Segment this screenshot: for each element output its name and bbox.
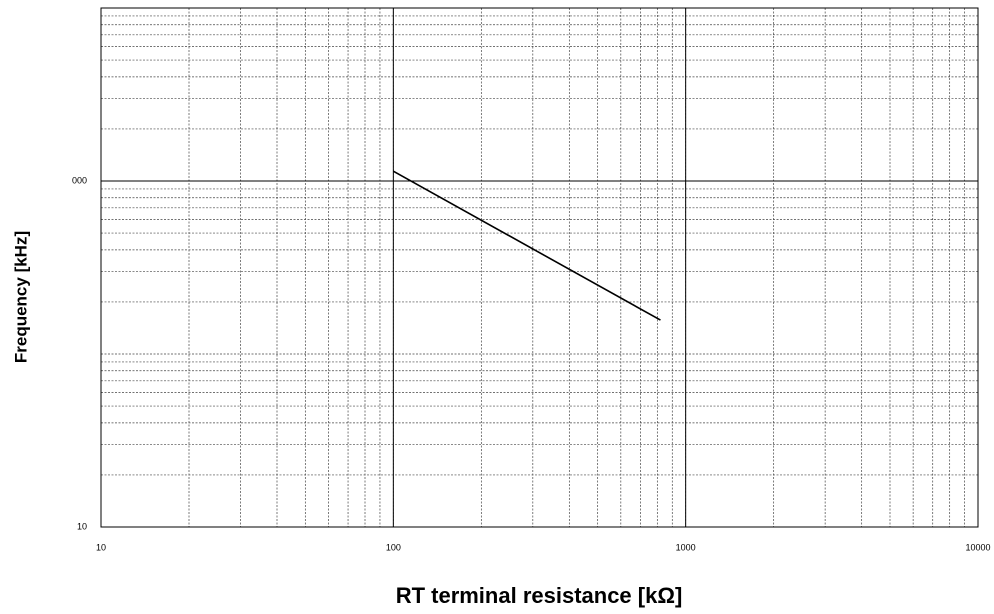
data-line	[392, 170, 661, 321]
y-axis-title: Frequency [kHz]	[11, 231, 30, 363]
x-tick-label: 1000	[676, 542, 696, 552]
x-tick-label: 100	[386, 542, 401, 552]
plot-frame	[100, 7, 979, 528]
y-tick-label: 10	[77, 521, 87, 531]
x-tick-label: 10	[96, 542, 106, 552]
y-tick-label: 000	[72, 175, 87, 185]
x-tick-label: 10000	[965, 542, 990, 552]
x-axis-title: RT terminal resistance [kΩ]	[396, 583, 683, 608]
